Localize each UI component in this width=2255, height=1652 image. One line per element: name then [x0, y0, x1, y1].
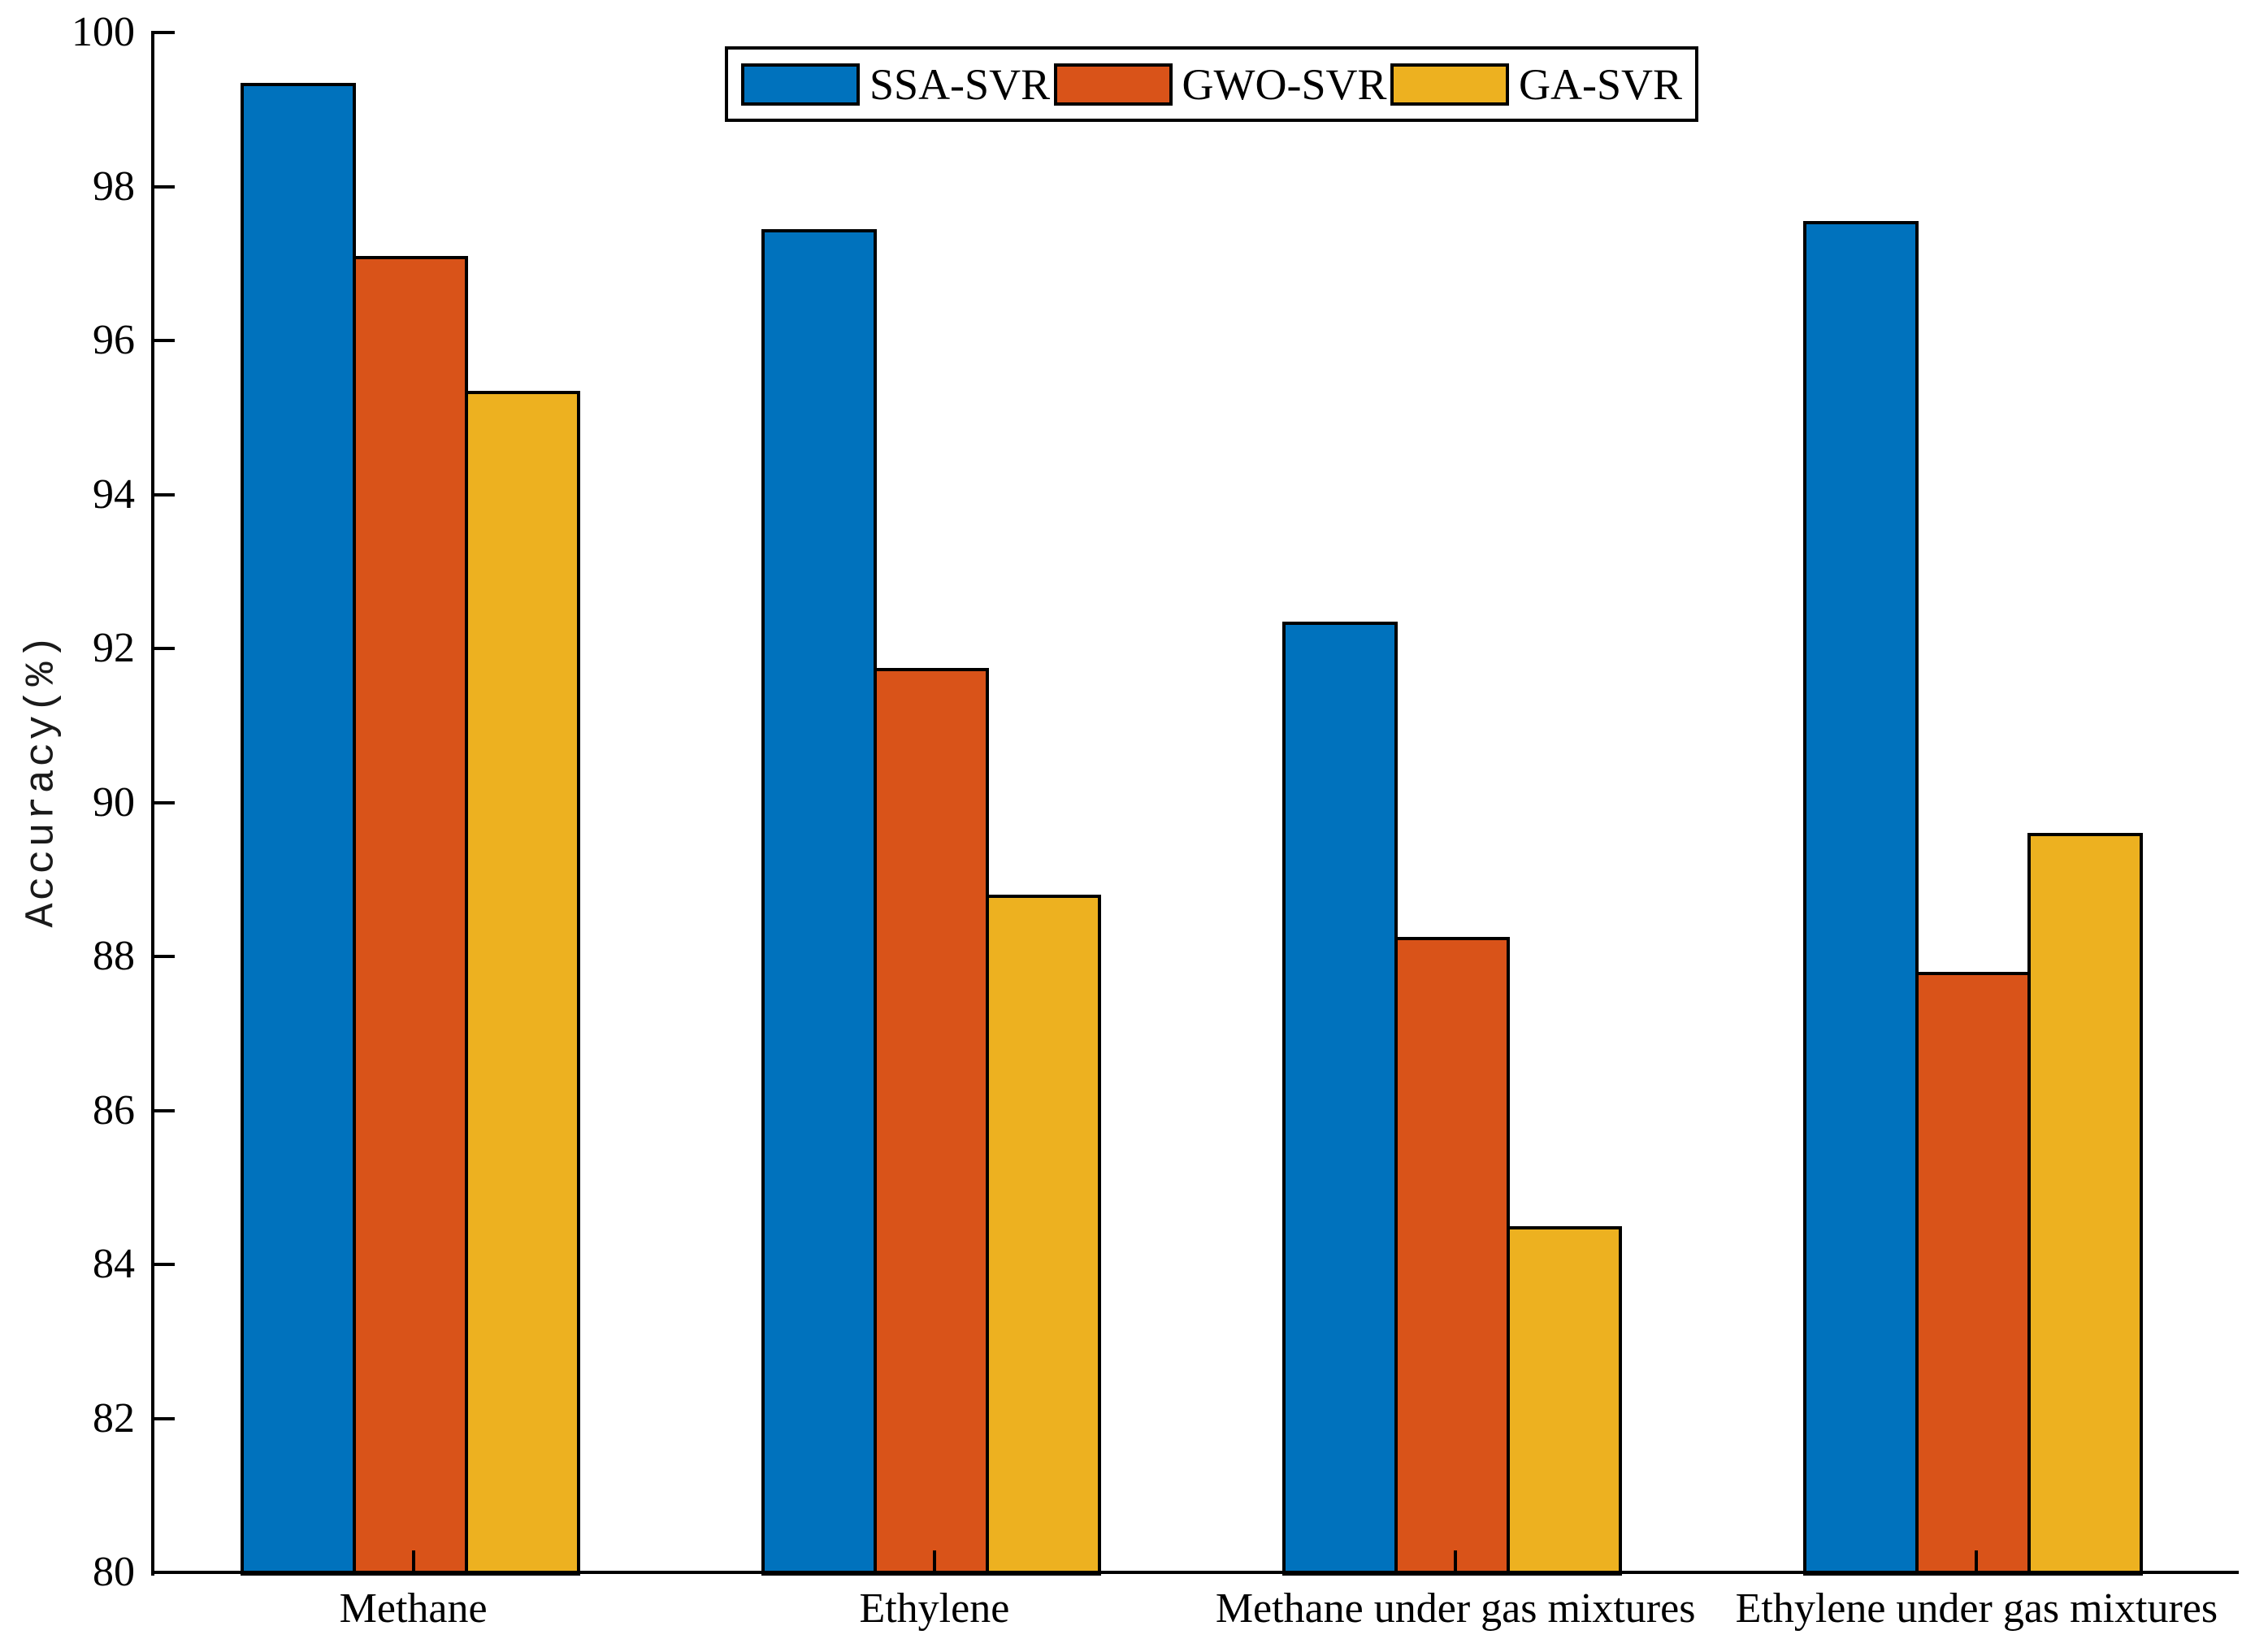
- x-tick: [1975, 1550, 1979, 1572]
- y-tick-label: 98: [93, 163, 135, 210]
- bar-ssa-svr-methane: [240, 82, 356, 1576]
- y-tick: [153, 1263, 175, 1266]
- y-tick: [153, 800, 175, 804]
- y-axis-title: Accuracy(%): [19, 632, 66, 928]
- bar-gwo-svr-methane-under-gas-mixtures: [1394, 937, 1511, 1576]
- x-category-label-methane: Methane: [339, 1585, 488, 1632]
- y-tick-label: 94: [93, 470, 135, 518]
- bar-gwo-svr-ethylene-under-gas-mixtures: [1915, 971, 2032, 1576]
- y-tick-label: 90: [93, 778, 135, 826]
- y-tick: [153, 647, 175, 650]
- bar-gwo-svr-ethylene: [873, 667, 989, 1576]
- legend-swatch-ga-svr: [1390, 63, 1509, 106]
- bar-ssa-svr-methane-under-gas-mixtures: [1282, 621, 1399, 1576]
- legend-swatch-ssa-svr: [741, 63, 860, 106]
- bar-gwo-svr-methane: [352, 255, 468, 1576]
- y-tick: [153, 339, 175, 342]
- y-tick-label: 92: [93, 625, 135, 671]
- legend: SSA-SVR GWO-SVR GA-SVR: [725, 46, 1698, 122]
- y-tick: [153, 492, 175, 496]
- x-tick: [1454, 1550, 1458, 1572]
- y-tick-label: 86: [93, 1086, 135, 1134]
- y-tick-label: 88: [93, 933, 135, 979]
- bar-ga-svr-ethylene: [985, 895, 1101, 1576]
- bar-ga-svr-ethylene-under-gas-mixtures: [2027, 833, 2144, 1576]
- x-tick: [411, 1550, 415, 1572]
- legend-label-ssa-svr: SSA-SVR: [869, 59, 1051, 109]
- y-tick-label: 82: [93, 1394, 135, 1442]
- y-tick-label: 80: [93, 1549, 135, 1595]
- x-axis-line: [151, 1571, 2239, 1574]
- legend-swatch-gwo-svr: [1053, 63, 1173, 106]
- bar-ssa-svr-ethylene: [761, 228, 877, 1576]
- y-tick-label: 84: [93, 1241, 135, 1287]
- bar-ssa-svr-ethylene-under-gas-mixtures: [1803, 221, 1919, 1576]
- x-category-label-ethylene-under-gas-mixtures: Ethylene under gas mixtures: [1735, 1585, 2218, 1632]
- y-tick: [153, 184, 175, 189]
- y-tick: [153, 31, 175, 34]
- y-tick: [153, 1416, 175, 1420]
- y-tick: [153, 1571, 175, 1574]
- legend-item-ga-svr: GA-SVR: [1390, 63, 1682, 106]
- y-tick-label: 100: [72, 9, 135, 55]
- x-category-label-ethylene: Ethylene: [859, 1585, 1010, 1632]
- legend-label-gwo-svr: GWO-SVR: [1182, 59, 1387, 109]
- y-tick: [153, 955, 175, 958]
- legend-item-gwo-svr: GWO-SVR: [1053, 59, 1387, 109]
- bar-ga-svr-methane: [464, 390, 580, 1576]
- y-tick-label: 96: [93, 317, 135, 363]
- x-tick: [932, 1550, 936, 1572]
- legend-item-ssa-svr: SSA-SVR: [741, 63, 1050, 106]
- x-category-label-methane-under-gas-mixtures: Methane under gas mixtures: [1215, 1585, 1696, 1632]
- bar-ga-svr-methane-under-gas-mixtures: [1507, 1225, 1623, 1576]
- y-tick: [153, 1108, 175, 1112]
- legend-label-ga-svr: GA-SVR: [1518, 59, 1682, 109]
